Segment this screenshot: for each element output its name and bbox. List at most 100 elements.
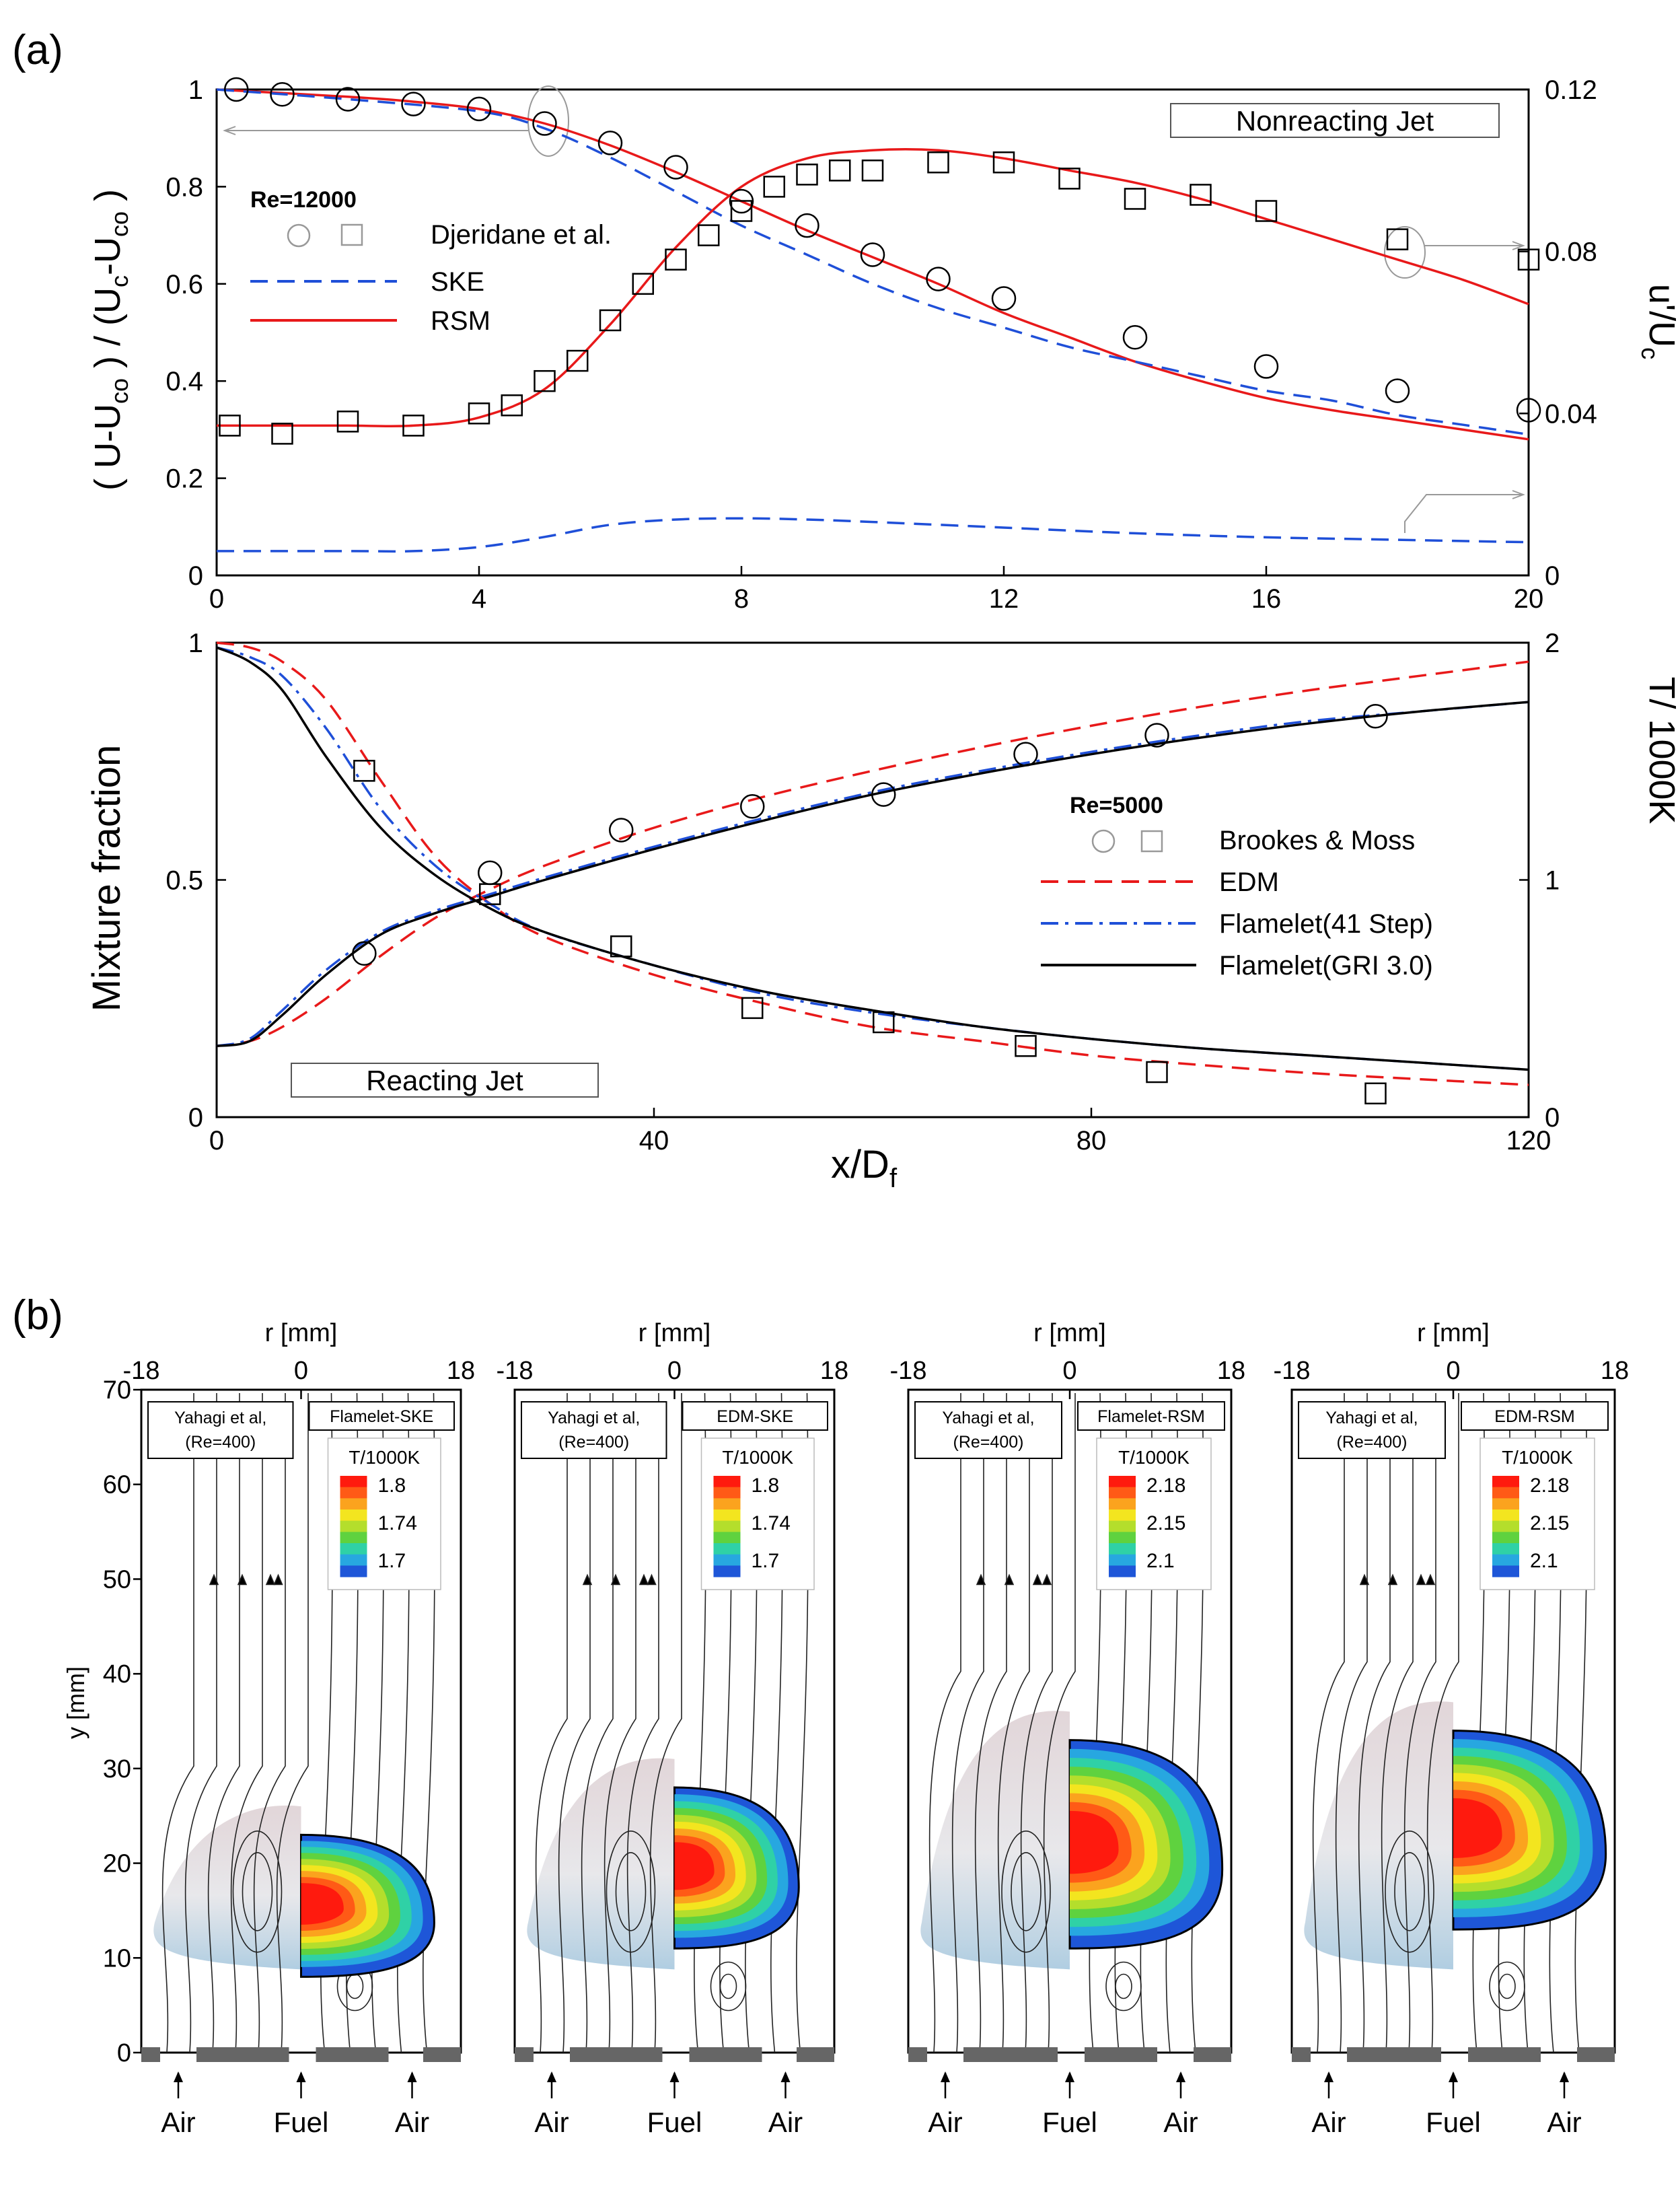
temperature-legend-swatch <box>713 1510 741 1522</box>
top-circle-marker <box>663 155 688 180</box>
inlet-arrow-head <box>1176 2071 1185 2082</box>
vortex-loop <box>719 1973 737 1999</box>
temperature-legend-level: 2.18 <box>1530 1475 1569 1497</box>
temperature-legend-swatch <box>713 1520 741 1532</box>
inlet-arrow-head <box>1449 2071 1458 2082</box>
top-square-marker <box>271 423 293 445</box>
temperature-legend-swatch <box>1109 1510 1136 1522</box>
model-label: EDM-RSM <box>1494 1407 1574 1426</box>
temperature-legend-level: 1.8 <box>378 1475 406 1497</box>
top-square-marker <box>665 248 687 271</box>
flames-y-tick-label: 0 <box>117 2039 131 2067</box>
streamline <box>1335 1393 1368 2053</box>
flame-contour <box>1452 1730 1607 1931</box>
top-series-line-4 <box>216 147 1529 428</box>
top-square-marker <box>567 349 589 372</box>
top-y2-tick-label: 0.04 <box>1545 399 1597 429</box>
flow-arrow <box>237 1573 248 1586</box>
temperature-legend-swatch <box>1492 1520 1519 1532</box>
top-legend-experiment: Djeridane et al. <box>431 220 612 250</box>
top-circle-marker <box>1385 378 1410 403</box>
mid-circle-marker <box>478 860 503 886</box>
mid-series-line-4 <box>216 701 1529 1048</box>
flow-arrow <box>209 1573 219 1586</box>
flow-arrow <box>582 1573 593 1586</box>
temperature-legend-level: 2.15 <box>1146 1512 1185 1534</box>
top-legend-square-marker <box>340 223 363 246</box>
temperature-legend-swatch <box>1492 1543 1519 1555</box>
mid-series-line-7 <box>216 646 1529 1071</box>
temperature-legend-swatch <box>340 1520 367 1532</box>
top-square-marker <box>219 415 241 437</box>
streamline <box>1358 1393 1391 2053</box>
top-series-lines <box>216 88 1529 553</box>
temperature-legend-swatch <box>1109 1565 1136 1577</box>
temperature-legend-title: T/1000K <box>1502 1447 1573 1468</box>
top-circle-marker <box>224 77 249 102</box>
top-series-line-3 <box>216 88 1529 436</box>
top-square-marker <box>796 164 818 186</box>
mid-legend-experiment: Brookes & Moss <box>1219 826 1415 855</box>
top-square-marker <box>402 415 425 437</box>
flame-r-axis-label: r [mm] <box>1417 1319 1490 1347</box>
flame-r-tick-label: 18 <box>447 1357 475 1385</box>
flame-contour-panels: -18 0 18 r [mm] Flamelet-SKE Yahagi et al, (Re… <box>123 1319 1630 2138</box>
temperature-legend-swatch <box>1492 1487 1519 1499</box>
top-square-marker <box>1124 188 1146 210</box>
mid-square-marker <box>1015 1035 1037 1057</box>
mid-legend-circle-marker <box>1091 829 1116 853</box>
top-square-marker <box>730 200 753 222</box>
mid-x-tick-label: 80 <box>1076 1126 1107 1156</box>
experiment-label-line1: Yahagi et al, <box>1325 1409 1418 1427</box>
flames-y-tick-label: 10 <box>103 1944 131 1973</box>
temperature-legend-swatch <box>713 1543 741 1555</box>
flames-y-tick-label: 50 <box>103 1565 131 1594</box>
temperature-legend-swatch <box>1109 1554 1136 1566</box>
top-circle-marker <box>335 87 361 112</box>
reacting-jet-box <box>291 1063 599 1098</box>
top-square-marker <box>1255 200 1278 222</box>
flame-r-tick-label: -18 <box>497 1357 534 1385</box>
temperature-legend-swatch <box>340 1554 367 1566</box>
flow-arrow <box>1004 1573 1015 1586</box>
temperature-legend-swatch <box>1109 1543 1136 1555</box>
streamline <box>230 1393 263 2053</box>
top-square-marker <box>861 159 884 182</box>
streamline <box>184 1393 217 2053</box>
experiment-label-box <box>914 1401 1062 1459</box>
model-label: Flamelet-SKE <box>330 1407 433 1426</box>
temperature-legend-swatch <box>340 1565 367 1577</box>
mid-series-markers <box>352 704 1388 1104</box>
mid-circle-marker <box>1144 723 1169 748</box>
flow-arrow <box>273 1573 283 1586</box>
flame-r-tick-label: -18 <box>1274 1357 1311 1385</box>
top-circle-marker <box>1122 324 1148 350</box>
mid-y-tick-label: 1 <box>188 629 203 658</box>
top-square-marker <box>534 369 556 392</box>
nozzle-wall <box>797 2047 834 2062</box>
inlet-label-fuel: Fuel <box>647 2106 702 2138</box>
streamline <box>581 1393 614 2053</box>
mid-square-marker <box>353 760 375 782</box>
temperature-legend-swatch <box>340 1543 367 1555</box>
nozzle-wall <box>1292 2047 1311 2062</box>
top-x-tick-label: 4 <box>472 584 486 614</box>
vortex-loop <box>1394 1851 1425 1931</box>
flames-y-tick-label: 60 <box>103 1471 131 1499</box>
streamline <box>1312 1393 1345 2053</box>
flow-arrow <box>1032 1573 1043 1586</box>
mid-square-marker <box>873 1011 895 1034</box>
flame-r-tick-label: 18 <box>1217 1357 1245 1385</box>
top-circle-marker <box>991 286 1017 311</box>
flames-y-axis-label: y [mm] <box>62 1666 89 1739</box>
flame-panel-4: -18 0 18 r [mm] EDM-RSM Yahagi et al, (Re=400)… <box>1274 1319 1630 2138</box>
nozzle-wall <box>689 2047 762 2062</box>
inlet-arrow-head <box>174 2071 183 2082</box>
streamline <box>535 1393 568 2053</box>
inlet-label-air: Air <box>395 2106 429 2138</box>
top-circle-marker <box>532 111 557 136</box>
top-y-tick-label: 0.2 <box>166 464 203 494</box>
mid-square-marker <box>479 883 501 905</box>
top-y-axis-label: ( U-Uco ) / (Uc-Uco ) <box>87 189 133 491</box>
flame-contour <box>300 1833 435 1978</box>
